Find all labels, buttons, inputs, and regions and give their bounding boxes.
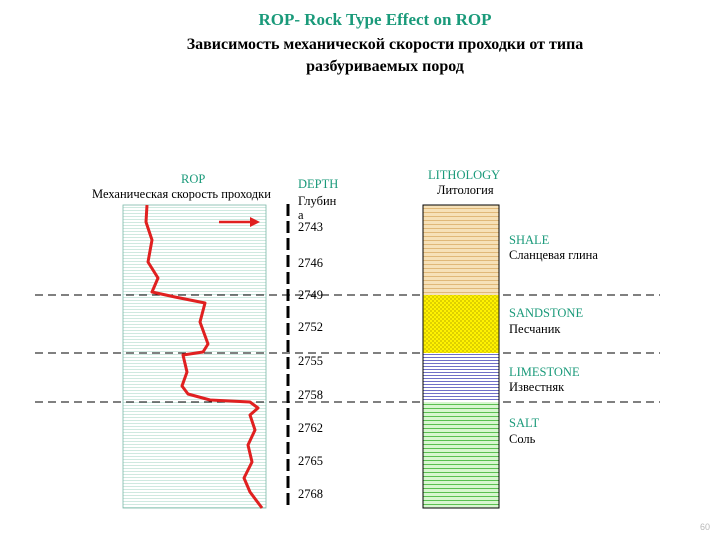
layer-label-limestone-en: LIMESTONE [509, 365, 580, 379]
lithology-column-border [422, 204, 500, 509]
title-russian-line1: Зависимость механической скорости проход… [186, 36, 584, 53]
rop-arrow-head [250, 217, 260, 227]
rop-header-en: ROP [181, 172, 206, 186]
depth-tick: 2752 [298, 320, 323, 334]
layer-sandstone [423, 295, 499, 353]
depth-tick: 2755 [298, 354, 323, 368]
depth-tick: 2765 [298, 454, 323, 468]
layer-limestone [423, 353, 499, 402]
title-english: ROP- Rock Type Effect on ROP [258, 10, 492, 29]
rop-curve [144, 204, 264, 509]
depth-header-ru-line1: Глубин [298, 194, 337, 208]
depth-tick: 2758 [298, 388, 323, 402]
depth-header-ru-line2: а [298, 208, 304, 222]
layer-label-shale-ru: Сланцевая глина [509, 248, 598, 262]
layer-salt [423, 402, 499, 508]
depth-tick: 2762 [298, 421, 323, 435]
title-russian-line2: разбуриваемых пород [306, 58, 464, 75]
page-number: 60 [699, 522, 710, 532]
rop-track [122, 204, 267, 509]
depth-tick: 2743 [298, 220, 323, 234]
rop-header-ru: Механическая скорость проходки [92, 187, 271, 201]
depth-tick: 2746 [298, 256, 323, 270]
layer-label-sandstone-ru: Песчаник [509, 322, 561, 336]
lithology-header-en: LITHOLOGY [428, 168, 501, 182]
depth-tick: 2768 [298, 487, 323, 501]
layer-label-salt-en: SALT [509, 416, 540, 430]
layer-shale [423, 205, 499, 295]
layer-label-sandstone-en: SANDSTONE [509, 306, 584, 320]
layer-label-salt-ru: Соль [509, 432, 536, 446]
title-russian: Зависимость механической скорости проход… [0, 34, 720, 78]
layer-label-limestone-ru: Известняк [509, 380, 565, 394]
lithology-header-ru: Литология [437, 183, 494, 197]
depth-header-en: DEPTH [298, 177, 339, 191]
depth-tick: 2749 [298, 288, 323, 302]
layer-label-shale-en: SHALE [509, 233, 550, 247]
